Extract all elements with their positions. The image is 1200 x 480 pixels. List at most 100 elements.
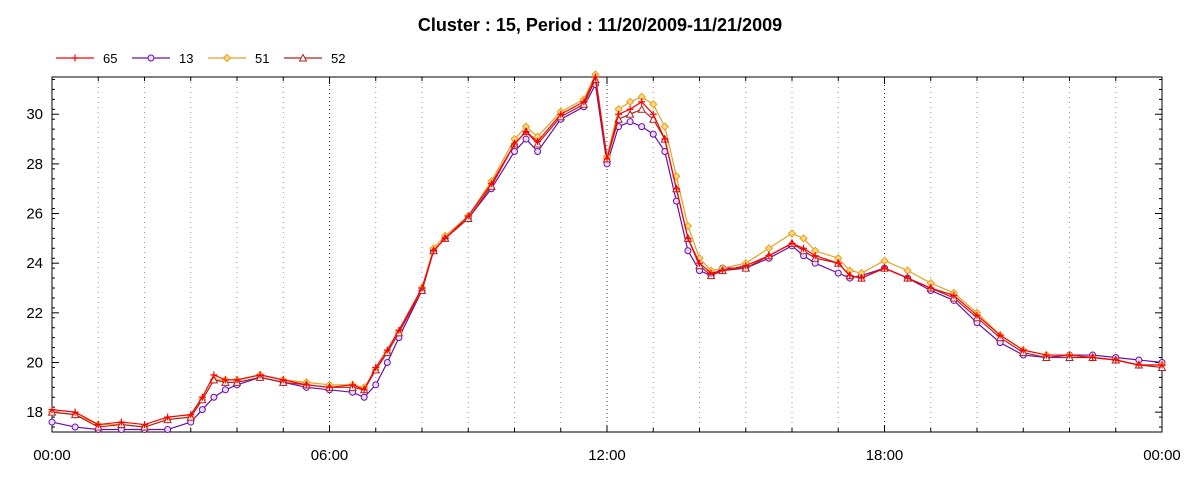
data-point-65 [1042, 351, 1050, 359]
data-point-13 [221, 386, 229, 394]
data-point-65 [707, 269, 715, 277]
legend-marker [222, 53, 232, 63]
data-point-51 [880, 256, 889, 265]
data-point-13 [649, 130, 657, 138]
data-point-65 [649, 110, 657, 118]
data-point-13 [638, 123, 646, 131]
data-point-65 [522, 128, 530, 136]
data-point-51 [660, 122, 670, 131]
legend: 65 13 51 52 [56, 51, 345, 66]
data-point-65 [672, 185, 680, 193]
legend-label: 65 [103, 51, 117, 66]
data-point-13 [164, 426, 172, 434]
data-point-65 [788, 239, 796, 247]
data-point-65 [48, 406, 56, 414]
data-point-65 [233, 376, 241, 384]
series-layer [47, 70, 1167, 434]
data-point-65 [834, 259, 842, 267]
data-point-13 [360, 393, 368, 401]
data-point-13 [626, 118, 634, 126]
data-point-13 [834, 269, 842, 277]
data-point-65 [661, 135, 669, 143]
data-point-13 [522, 135, 530, 143]
data-point-51 [764, 244, 774, 253]
legend-label: 52 [331, 51, 345, 66]
data-point-52 [209, 375, 219, 384]
data-point-13 [372, 381, 380, 389]
legend-item-51: 51 [208, 51, 269, 66]
data-point-65 [221, 376, 229, 384]
data-point-65 [360, 386, 368, 394]
series-65 [48, 73, 1166, 429]
grid [97, 77, 1117, 432]
data-point-65 [684, 234, 692, 242]
legend-label: 51 [255, 51, 269, 66]
data-point-65 [950, 291, 958, 299]
legend-marker [71, 54, 79, 62]
data-point-51 [672, 172, 681, 181]
data-point-13 [198, 406, 206, 414]
data-point-65 [141, 421, 148, 429]
data-point-51 [649, 100, 658, 109]
data-point-51 [625, 97, 635, 107]
data-point-13 [71, 423, 79, 431]
data-point-65 [557, 110, 565, 118]
x-tick-label: 06:00 [311, 447, 349, 464]
x-tick-label: 18:00 [866, 447, 904, 464]
data-point-13 [511, 147, 518, 155]
y-tick-label: 18 [26, 404, 43, 421]
data-point-51 [903, 266, 912, 275]
data-point-65 [626, 105, 634, 113]
data-point-13 [210, 393, 218, 401]
data-point-65 [117, 418, 125, 426]
plot-frame [51, 76, 1163, 433]
data-point-65 [1158, 361, 1166, 369]
data-point-65 [638, 98, 646, 106]
data-point-65 [198, 393, 206, 401]
data-point-65 [372, 363, 380, 371]
data-point-65 [395, 326, 403, 334]
data-point-65 [418, 284, 426, 292]
data-point-65 [94, 421, 102, 429]
data-point-65 [857, 274, 865, 282]
data-point-51 [787, 229, 797, 238]
data-point-52 [625, 109, 635, 118]
y-tick-label: 20 [26, 354, 43, 371]
data-point-65 [765, 252, 773, 260]
data-point-51 [799, 234, 808, 243]
data-point-65 [696, 259, 703, 267]
data-point-65 [1112, 356, 1120, 364]
legend-item-13: 13 [132, 51, 193, 66]
series-line-51 [51, 72, 1162, 428]
data-point-65 [811, 252, 819, 260]
data-point-13 [383, 358, 391, 366]
data-point-65 [1089, 354, 1097, 362]
data-point-65 [464, 212, 472, 220]
data-point-65 [487, 180, 495, 188]
data-point-65 [349, 381, 357, 389]
data-point-65 [742, 262, 750, 270]
data-point-65 [164, 413, 172, 421]
data-point-65 [302, 381, 310, 389]
x-tick-label: 00:00 [1143, 447, 1181, 464]
data-point-13 [684, 247, 692, 255]
data-point-65 [256, 371, 264, 379]
data-point-65 [210, 371, 218, 379]
data-point-65 [881, 264, 888, 272]
data-point-52 [637, 104, 647, 113]
data-point-65 [800, 244, 808, 252]
legend-item-65: 65 [56, 51, 117, 66]
data-point-65 [511, 140, 518, 148]
data-point-65 [187, 411, 195, 419]
data-point-65 [279, 376, 287, 384]
data-point-65 [534, 138, 542, 146]
data-point-65 [904, 274, 912, 282]
data-point-65 [1019, 346, 1027, 354]
data-point-65 [591, 73, 599, 81]
x-tick-label: 12:00 [588, 447, 626, 464]
data-point-65 [580, 98, 588, 106]
y-tick-label: 30 [26, 106, 43, 123]
data-point-65 [1066, 351, 1073, 359]
y-tick-label: 28 [26, 156, 43, 173]
